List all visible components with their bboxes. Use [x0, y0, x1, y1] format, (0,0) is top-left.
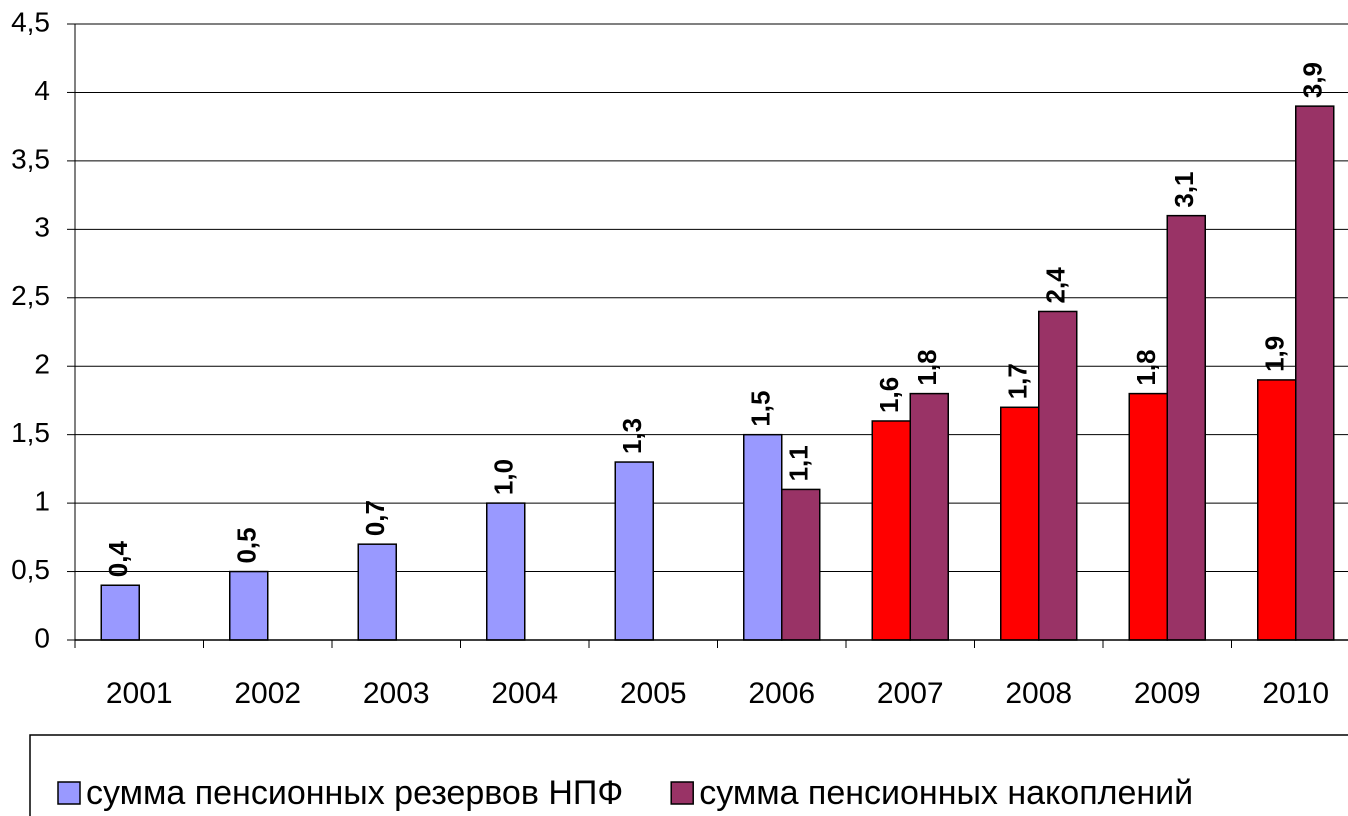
value-label: 1,5 — [746, 391, 776, 427]
value-label: 1,8 — [912, 349, 942, 385]
bar — [486, 502, 526, 641]
y-tick-label: 1,5 — [11, 417, 50, 448]
value-label: 1,3 — [617, 418, 647, 454]
bar — [1128, 392, 1168, 641]
x-tick-label: 2007 — [877, 677, 944, 710]
value-label: 1,1 — [784, 445, 814, 481]
legend-swatch — [57, 781, 81, 805]
x-tick-label: 2003 — [363, 677, 430, 710]
y-tick-label: 4 — [34, 75, 50, 106]
value-label: 1,7 — [1003, 363, 1033, 399]
bar — [357, 543, 397, 641]
x-tick-label: 2005 — [620, 677, 687, 710]
y-tick-label: 1 — [34, 486, 50, 517]
x-tick-label: 2001 — [106, 677, 173, 710]
y-tick-label: 3,5 — [11, 143, 50, 174]
y-tick-label: 4,5 — [11, 6, 50, 37]
bar — [871, 420, 911, 641]
bar — [229, 570, 269, 641]
value-label: 1,9 — [1260, 336, 1290, 372]
legend-label: сумма пенсионных резервов НПФ — [86, 774, 623, 812]
x-tick-label: 2004 — [491, 677, 558, 710]
value-label: 1,0 — [489, 459, 519, 495]
value-label: 2,4 — [1041, 267, 1071, 304]
bar — [100, 584, 140, 641]
value-label: 1,6 — [874, 377, 904, 413]
value-label: 0,7 — [360, 500, 390, 536]
value-label: 0,5 — [232, 527, 262, 563]
x-tick-label: 2010 — [1262, 677, 1329, 710]
value-label: 3,9 — [1298, 62, 1328, 98]
bar — [1295, 105, 1335, 641]
value-label: 3,1 — [1169, 171, 1199, 207]
y-tick-label: 0,5 — [11, 554, 50, 585]
x-tick-label: 2008 — [1005, 677, 1072, 710]
bar — [614, 461, 654, 641]
bar — [1166, 214, 1206, 641]
y-tick-label: 3 — [34, 212, 50, 243]
bar — [909, 392, 949, 641]
bar — [1000, 406, 1040, 641]
legend-swatch — [670, 781, 694, 805]
bar — [781, 488, 821, 641]
x-tick-label: 2002 — [234, 677, 301, 710]
y-tick-label: 2 — [34, 349, 50, 380]
y-tick-label: 0 — [34, 622, 50, 653]
bar — [743, 433, 783, 641]
legend-label: сумма пенсионных накоплений — [699, 774, 1193, 812]
y-tick-label: 2,5 — [11, 280, 50, 311]
x-tick-label: 2009 — [1134, 677, 1201, 710]
value-label: 0,4 — [103, 541, 133, 578]
x-tick-label: 2006 — [748, 677, 815, 710]
bar — [1038, 310, 1078, 641]
bar — [1257, 379, 1297, 641]
value-label: 1,8 — [1131, 349, 1161, 385]
